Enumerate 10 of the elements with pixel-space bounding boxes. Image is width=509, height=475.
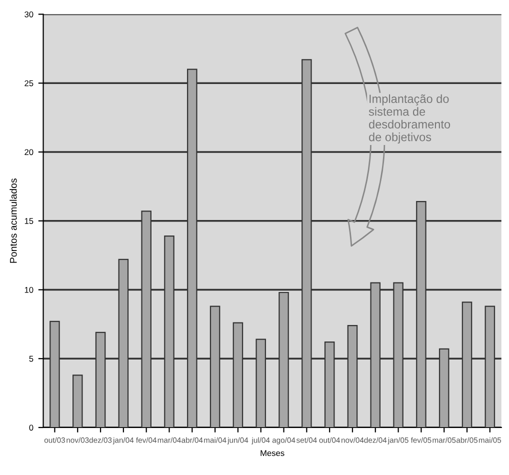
y-tick-label: 20 (24, 149, 34, 156)
y-tick-label: 15 (24, 218, 34, 224)
y-axis-title: Pontos acumulados (10, 178, 17, 263)
y-tick-label: 25 (24, 80, 34, 86)
y-tick-label: 0 (29, 424, 34, 431)
annotation: Implantação do sistema de desdobramento de objetivos (368, 94, 450, 144)
y-tick-label: 30 (24, 11, 34, 18)
x-axis-title: Meses (260, 450, 284, 456)
y-tick-label: 10 (24, 286, 34, 293)
y-tick-label: 5 (29, 356, 34, 362)
